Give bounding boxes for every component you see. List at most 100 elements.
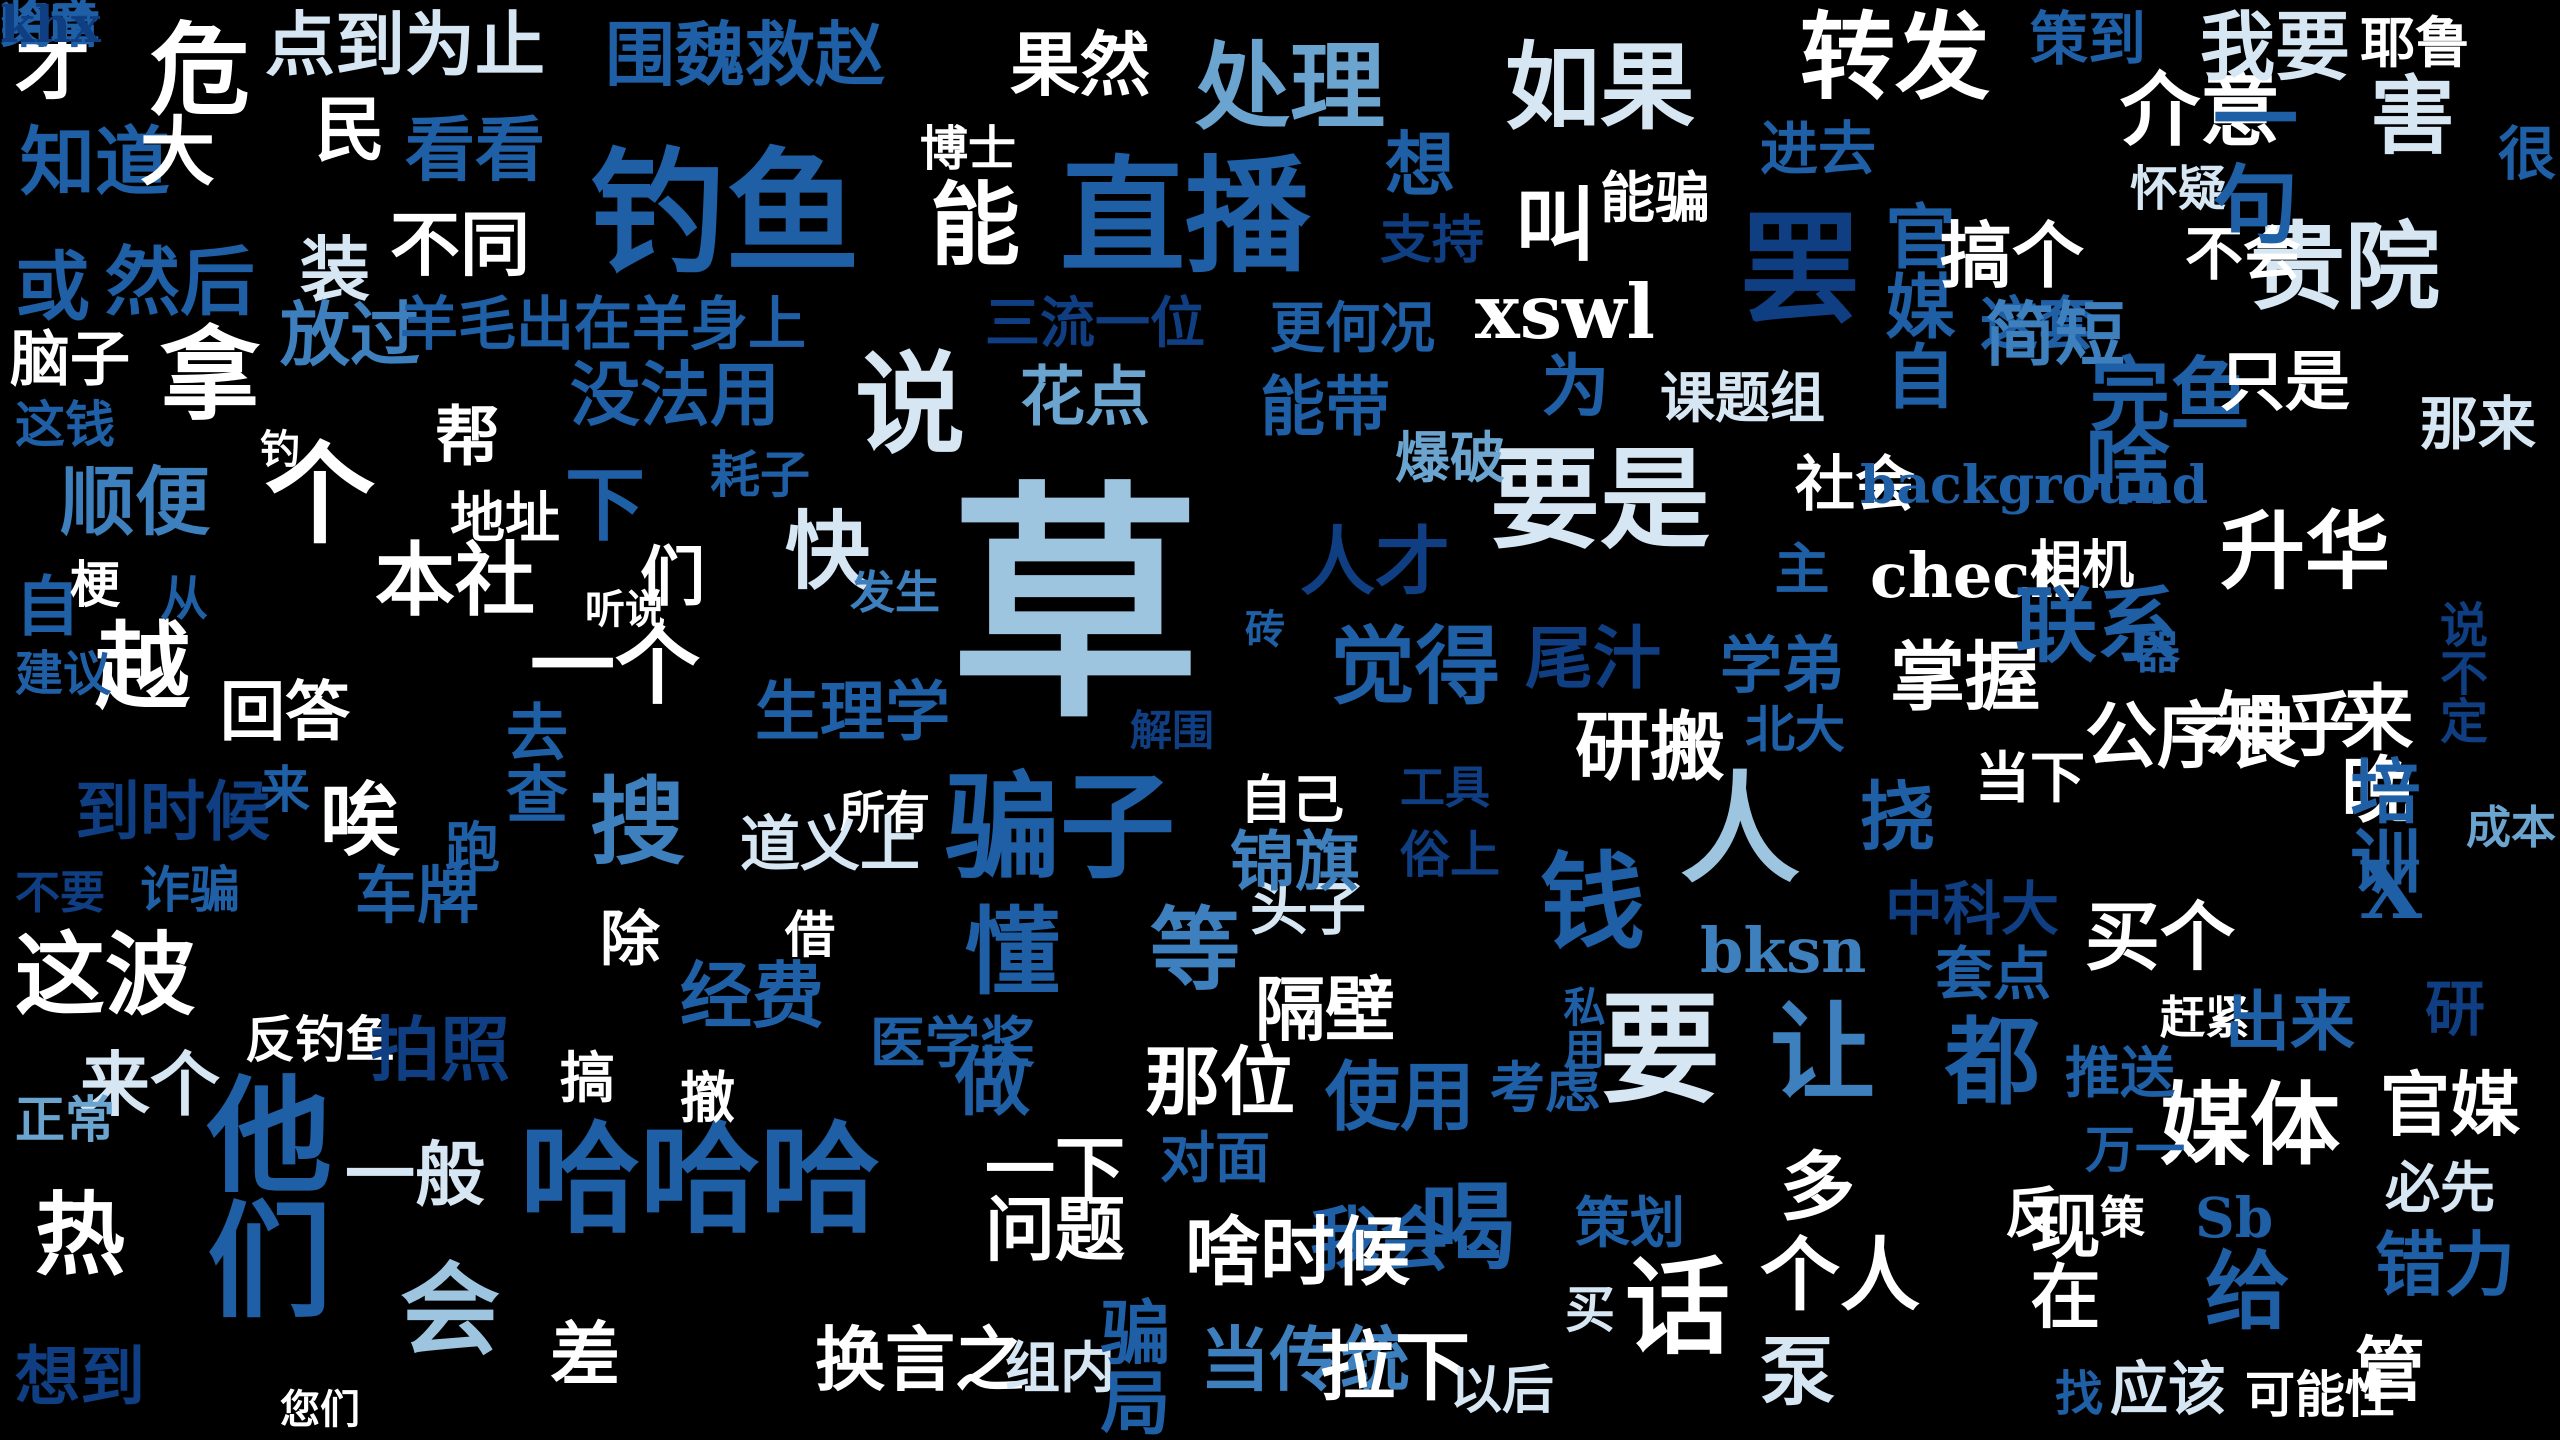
word-119: 本社 <box>375 533 535 627</box>
word-background-95: background <box>1860 455 2209 516</box>
word-122: 建议 <box>15 646 112 702</box>
word-190: 找 <box>2055 1366 2104 1422</box>
word-167: 万一 <box>2085 1120 2185 1179</box>
word-27: 热 <box>35 1182 125 1288</box>
word-153: 赶紧 <box>2160 991 2251 1044</box>
word-142: 借 <box>785 905 835 964</box>
word-39: 快 <box>785 502 871 602</box>
word-99: 人才 <box>1300 518 1451 606</box>
word-52: 装 <box>300 228 370 311</box>
word-92: 耶鲁 <box>2360 10 2471 75</box>
word-60: 顺便 <box>60 458 211 546</box>
word-149: 隔壁 <box>1255 968 1395 1051</box>
word-196: 奖章 <box>0 0 100 54</box>
word-188: 以后 <box>1450 1360 1555 1421</box>
word-20: 贵院 <box>2250 212 2441 323</box>
word-163: 考虑 <box>1490 1055 1601 1120</box>
word-93: 进去 <box>1760 115 1877 183</box>
word-94: 社会 <box>1795 450 1915 520</box>
word-107: 说不定 <box>2431 600 2487 744</box>
word-194: 想到 <box>15 1339 146 1415</box>
word-169: 一下 <box>985 1128 1125 1211</box>
word-189: 泵 <box>1760 1328 1836 1416</box>
word-183: 组内 <box>1005 1335 1116 1400</box>
word-88: 一句 <box>2198 75 2298 245</box>
word-173: 我会 <box>1310 1198 1450 1281</box>
word-57: 这钱 <box>15 395 115 454</box>
word-13: 让 <box>1770 990 1876 1114</box>
word-69: 想 <box>1385 123 1455 206</box>
word-33: 升华 <box>2220 502 2391 602</box>
word-116: 梗 <box>70 555 120 614</box>
word-179: 错力 <box>2375 1223 2515 1306</box>
word-174: 啥时候 <box>1185 1208 1411 1296</box>
word-85: 怀疑 <box>2130 161 2227 217</box>
word-130: 跑 <box>445 815 501 880</box>
word-84: 不会 <box>2185 220 2302 288</box>
word-31: 等 <box>1150 897 1240 1003</box>
word-41: 唉 <box>320 773 400 867</box>
word-90: 策到 <box>2030 5 2147 73</box>
word-151: 反钓鱼 <box>245 1010 395 1069</box>
word-113: 当下 <box>1975 745 2086 810</box>
word-67: 更何况 <box>1270 295 1436 360</box>
word-35: 给 <box>2205 1242 2291 1342</box>
word-134: 不要 <box>15 866 106 919</box>
word-2: 直播 <box>1060 144 1310 290</box>
word-121: 发生 <box>850 566 941 619</box>
word-145: 套点 <box>1935 940 2052 1008</box>
word-74: 为 <box>1529 350 1609 418</box>
word-133: 工具 <box>1400 761 1491 814</box>
word-157: 正常 <box>15 1090 115 1149</box>
word-106: 器 <box>2135 626 2181 679</box>
word-98: 相机 <box>2030 535 2135 596</box>
word-17: 处理 <box>1195 32 1386 143</box>
word-195: 您们 <box>280 1386 360 1433</box>
word-29: 喝 <box>1420 1172 1516 1283</box>
word-44: 点到为止 <box>265 3 545 86</box>
word-46: 民 <box>315 88 385 171</box>
word-48: 知道 <box>20 118 171 206</box>
word-54: 放过 <box>280 293 420 376</box>
word-120: 们 <box>640 539 706 615</box>
word-21: 媒体 <box>2160 1072 2340 1178</box>
word-10: 个 <box>265 430 375 559</box>
word-12: 钱 <box>1540 840 1646 964</box>
word-50: 或 <box>15 243 91 331</box>
word-89: 害 <box>2370 67 2456 167</box>
word-71: 叫 <box>1515 178 1595 272</box>
word-64: 花点 <box>1020 359 1151 435</box>
word-65: 能带 <box>1260 369 1391 445</box>
word-177: 策 <box>2100 1191 2146 1244</box>
word-186: 拉下 <box>1320 1323 1471 1411</box>
word-11: 说 <box>855 340 965 469</box>
word-129: 到时候 <box>75 774 271 850</box>
word-9: 要 <box>1600 979 1720 1120</box>
word-187: 买 <box>1565 1280 1615 1339</box>
word-104: 掌握 <box>1890 633 2041 721</box>
word-181: 差 <box>550 1313 620 1396</box>
word-182: 换言之 <box>815 1318 1025 1401</box>
word-156: 来个 <box>80 1043 220 1126</box>
word-check-97: check <box>1870 539 2073 612</box>
word-34: 啥 <box>2085 417 2171 517</box>
word-191: 应该 <box>2110 1355 2227 1423</box>
word-5: 哈哈哈 <box>520 1109 880 1250</box>
word-171: 必先 <box>2385 1155 2496 1220</box>
word-76: 课题组 <box>1660 365 1826 430</box>
word-128: 来 <box>260 760 310 819</box>
word-165: 官媒 <box>2380 1063 2520 1146</box>
word-53: 不同 <box>390 203 530 286</box>
word-160: 做 <box>955 1038 1031 1126</box>
word-125: 生理学 <box>755 674 951 750</box>
word-184: 骗局 <box>1089 1296 1172 1436</box>
word-150: 私用 <box>1557 985 1606 1069</box>
word-66: 三流一位 <box>985 290 1206 355</box>
word-47: 才 <box>15 23 91 111</box>
word-197: 哈哈 <box>0 0 100 54</box>
word-112: 成本 <box>2465 801 2556 854</box>
word-105: 联系 <box>2015 578 2180 674</box>
word-59: 帮 <box>435 399 501 475</box>
word-127: 解围 <box>1130 706 1215 755</box>
